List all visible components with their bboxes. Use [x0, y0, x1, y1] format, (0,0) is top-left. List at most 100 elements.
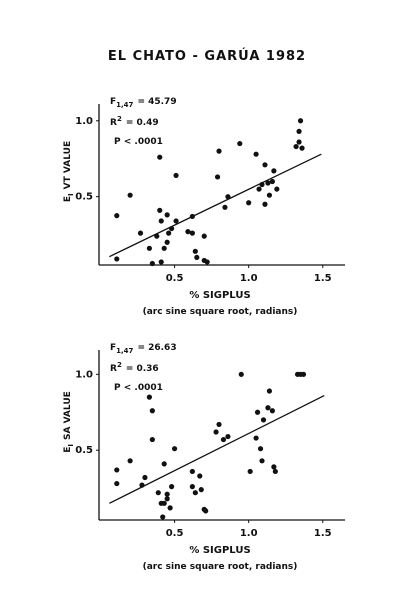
point	[260, 417, 267, 423]
label-text: = 0.36	[126, 364, 159, 374]
point	[161, 461, 167, 467]
x-axis-label: % SIGPLUS	[189, 290, 250, 301]
point	[274, 186, 280, 192]
y-tick-label: 0.5	[75, 192, 93, 203]
point	[216, 148, 222, 154]
point	[222, 204, 228, 210]
point	[293, 143, 299, 150]
x-tick-label: 1.5	[314, 273, 332, 284]
point	[192, 248, 198, 254]
point	[266, 192, 273, 198]
x-tick-label: 1.0	[240, 273, 258, 284]
point	[114, 467, 120, 473]
x-tick-label: 1.5	[314, 528, 332, 539]
point	[189, 468, 195, 475]
label-subscript: I	[67, 444, 75, 447]
point	[189, 230, 195, 236]
x-axis-note: (arc sine square root, radians)	[143, 307, 298, 317]
point	[266, 388, 273, 394]
point	[238, 371, 244, 377]
regression-line	[109, 153, 322, 258]
point	[204, 259, 210, 265]
label-superscript: 2	[117, 361, 122, 369]
label-text: P < .0001	[114, 383, 163, 393]
point	[269, 408, 275, 414]
label-symbol: F	[110, 97, 116, 107]
point	[192, 490, 198, 496]
point	[272, 468, 278, 475]
point	[257, 446, 264, 452]
point	[158, 259, 164, 265]
point	[225, 433, 231, 440]
point	[155, 490, 161, 496]
point	[271, 168, 277, 174]
point	[297, 118, 304, 124]
label-text: = 0.49	[126, 118, 159, 128]
point	[247, 468, 253, 475]
point	[173, 172, 179, 179]
point	[160, 514, 166, 520]
label-symbol: E	[63, 447, 73, 453]
label: P < .0001	[114, 383, 163, 393]
point	[194, 254, 200, 261]
point	[220, 436, 227, 443]
y-tick-label: 0.5	[75, 445, 93, 456]
point	[262, 162, 268, 168]
point	[254, 409, 261, 415]
point	[166, 230, 172, 236]
point	[259, 458, 265, 464]
point	[146, 245, 152, 251]
label-symbol: E	[63, 196, 73, 202]
x-axis-note: (arc sine square root, radians)	[143, 562, 298, 572]
point	[127, 458, 133, 464]
label-subscript: 1,47	[116, 101, 133, 109]
point	[171, 446, 178, 452]
label: R2 = 0.36	[110, 361, 159, 374]
label-text: = 45.79	[137, 97, 176, 107]
x-tick-label: 0.5	[166, 273, 184, 284]
point	[185, 229, 191, 235]
point	[203, 508, 209, 514]
figure-title: EL CHATO - GARÚA 1982	[108, 48, 306, 64]
point	[169, 484, 175, 490]
label-symbol: R	[110, 118, 117, 128]
label-symbol: R	[110, 364, 117, 374]
label: P < .0001	[114, 137, 163, 147]
point	[149, 260, 155, 267]
label: F1,47 = 45.79	[110, 97, 177, 109]
point	[265, 180, 271, 186]
label-subscript: 1,47	[116, 347, 133, 355]
point	[146, 394, 152, 400]
point	[265, 405, 271, 411]
point	[158, 218, 164, 224]
point	[157, 154, 163, 160]
point	[142, 474, 148, 481]
point	[253, 435, 259, 441]
point	[157, 207, 163, 213]
label: R2 = 0.49	[110, 115, 159, 128]
label-text: P < .0001	[114, 137, 163, 147]
point	[214, 174, 221, 180]
label: EI VT VALUE	[63, 141, 75, 202]
regression-line	[109, 395, 325, 504]
point	[213, 429, 219, 435]
point	[198, 487, 204, 493]
point	[164, 496, 170, 502]
point	[197, 473, 203, 479]
point	[299, 145, 305, 151]
point	[253, 151, 259, 157]
point	[137, 230, 144, 236]
x-tick-label: 0.5	[166, 528, 184, 539]
point	[114, 480, 120, 487]
y-tick-label: 1.0	[75, 369, 93, 380]
point	[216, 421, 222, 428]
point	[149, 408, 155, 414]
point	[114, 256, 120, 262]
label: EI SA VALUE	[63, 391, 75, 453]
label: F1,47 = 26.63	[110, 343, 177, 355]
x-tick-label: 1.0	[240, 528, 258, 539]
label-symbol: F	[110, 343, 116, 353]
point	[296, 128, 302, 134]
label-superscript: 2	[117, 115, 122, 123]
